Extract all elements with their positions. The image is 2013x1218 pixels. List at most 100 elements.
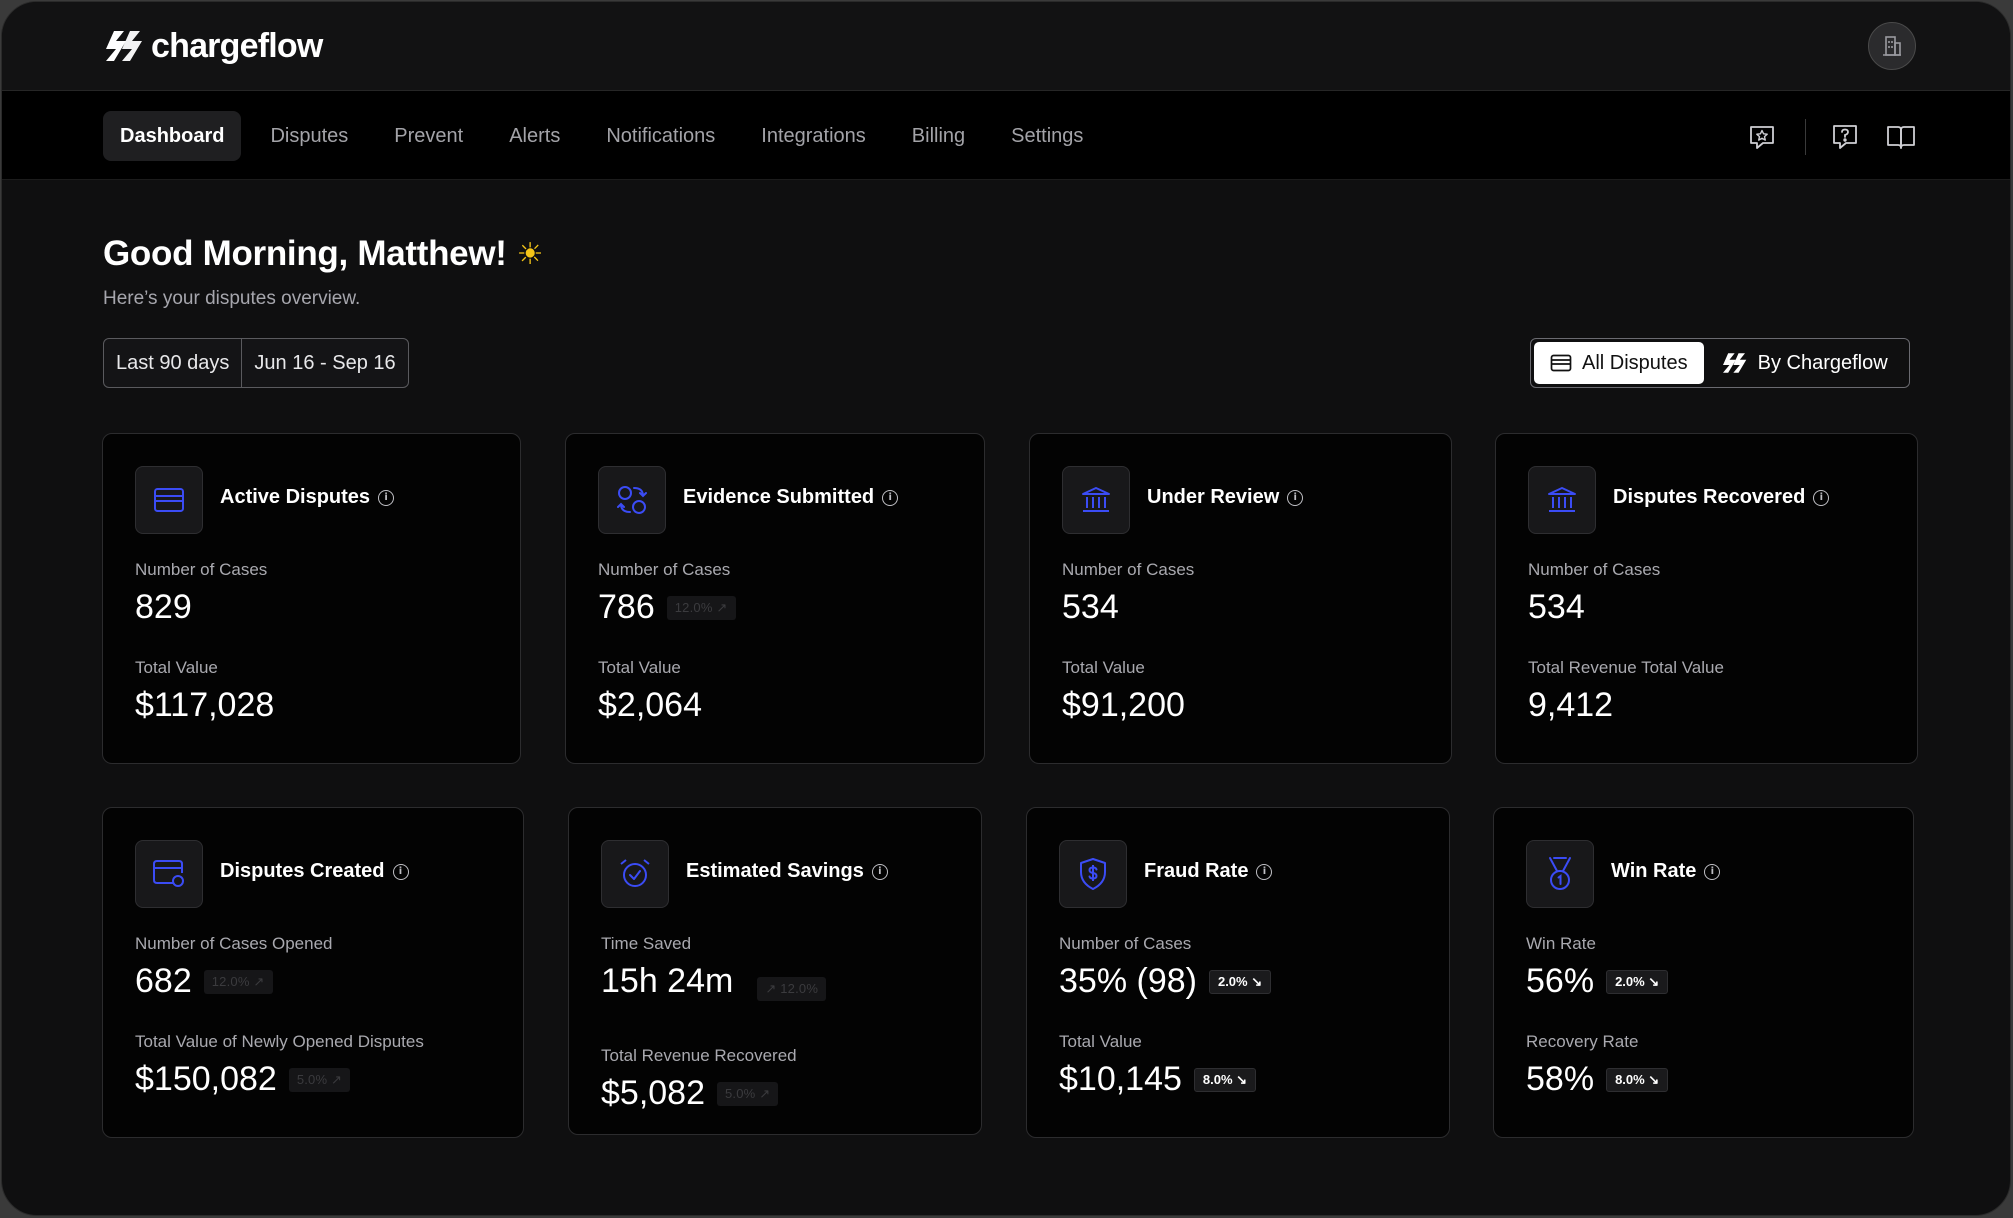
card-title: Evidence Submitted i: [683, 486, 899, 509]
page-title: Good Morning, Matthew! ☀: [103, 234, 544, 274]
bank-icon: [1062, 466, 1130, 534]
change-badge: 2.0% ↘: [1208, 969, 1272, 994]
nav-notifications[interactable]: Notifications: [606, 125, 716, 147]
change-badge: 5.0% ↗: [288, 1067, 351, 1092]
change-badge: 12.0% ↗: [203, 969, 273, 994]
building-icon: [1883, 36, 1901, 56]
date-preset[interactable]: Last 90 days: [116, 352, 230, 374]
top-bar: chargeflow: [2, 2, 2010, 91]
card-title: Estimated Savings i: [686, 860, 888, 883]
sun-icon: ☀: [516, 236, 544, 272]
card-under-review[interactable]: Under Review i Number of Cases 534 Total …: [1029, 433, 1452, 764]
metric-value: $117,028: [135, 686, 275, 724]
card-active-disputes[interactable]: Active Disputes i Number of Cases 829 Tot…: [102, 433, 521, 764]
nav-integrations[interactable]: Integrations: [761, 125, 866, 147]
change-badge: 8.0% ↘: [1193, 1067, 1257, 1092]
info-icon[interactable]: i: [392, 863, 409, 880]
metric-label: Number of Cases: [135, 560, 268, 579]
card-title: Disputes Created i: [220, 860, 409, 883]
page-subtitle: Here’s your disputes overview.: [103, 288, 361, 309]
card-estimated-savings[interactable]: Estimated Savings i Time Saved 15h 24m ↗ 1…: [568, 807, 982, 1135]
metric-value: 534: [1528, 588, 1585, 626]
date-range-value[interactable]: Jun 16 - Sep 16: [254, 352, 396, 374]
metric-value: $150,082 5.0% ↗: [135, 1060, 351, 1099]
card-win-rate[interactable]: Win Rate i Win Rate 56% 2.0% ↘ Recovery Ra…: [1493, 807, 1914, 1138]
nav-divider: [1805, 119, 1806, 155]
info-icon[interactable]: i: [378, 489, 395, 506]
card-evidence-submitted[interactable]: Evidence Submitted i Number of Cases 786 1…: [565, 433, 985, 764]
nav-utility-icons: [1745, 119, 1918, 155]
nav-disputes[interactable]: Disputes: [270, 125, 349, 147]
date-range-picker[interactable]: Last 90 days Jun 16 - Sep 16: [103, 338, 409, 388]
change-badge: ↗ 12.0%: [757, 976, 827, 1001]
card-title: Disputes Recovered i: [1613, 486, 1830, 509]
metric-label: Number of Cases: [1059, 934, 1192, 953]
dispute-scope-toggle: All Disputes By Chargeflow: [1530, 338, 1910, 388]
info-icon[interactable]: i: [882, 489, 899, 506]
alarm-clock-icon: [601, 840, 669, 908]
metric-label: Number of Cases: [1528, 560, 1661, 579]
brand-logo[interactable]: chargeflow: [103, 26, 323, 66]
shield-dollar-icon: [1059, 840, 1127, 908]
metric-label: Recovery Rate: [1526, 1032, 1639, 1051]
date-divider: [241, 339, 243, 387]
metric-value: 682 12.0% ↗: [135, 962, 273, 1001]
card-fraud-rate[interactable]: Fraud Rate i Number of Cases 35% (98) 2.0%…: [1026, 807, 1450, 1138]
metric-value: 534: [1062, 588, 1119, 626]
inbox-card-icon: [1550, 354, 1572, 372]
chargeflow-logo-icon: [1722, 353, 1746, 373]
all-disputes-button[interactable]: All Disputes: [1534, 342, 1704, 384]
metric-label: Win Rate: [1526, 934, 1596, 953]
metric-label: Number of Cases: [598, 560, 731, 579]
info-icon[interactable]: i: [871, 863, 888, 880]
card-disputes-created[interactable]: Disputes Created i Number of Cases Opened…: [102, 807, 524, 1138]
info-icon[interactable]: i: [1287, 489, 1304, 506]
metric-label: Total Revenue Total Value: [1528, 658, 1724, 677]
metric-label: Total Value: [1059, 1032, 1142, 1051]
bank-icon: [1528, 466, 1596, 534]
by-chargeflow-button[interactable]: By Chargeflow: [1704, 342, 1904, 384]
nav-settings[interactable]: Settings: [1011, 125, 1084, 147]
chargeflow-logo-icon: [106, 31, 142, 61]
metric-value: 56% 2.0% ↘: [1526, 962, 1669, 1001]
nav-dashboard[interactable]: Dashboard: [103, 111, 242, 161]
nav-alerts[interactable]: Alerts: [509, 125, 561, 147]
metric-label: Total Revenue Recovered: [601, 1046, 797, 1065]
metric-label: Number of Cases: [1062, 560, 1195, 579]
change-badge: 2.0% ↘: [1606, 969, 1669, 994]
info-icon[interactable]: i: [1704, 863, 1721, 880]
main-nav-bar: Dashboard Disputes Prevent Alerts Notifi…: [2, 91, 2010, 180]
nav-prevent[interactable]: Prevent: [394, 125, 464, 147]
card-title: Fraud Rate i: [1144, 860, 1273, 883]
metric-value: $2,064: [598, 686, 702, 724]
card-title: Win Rate i: [1611, 860, 1721, 883]
change-badge: 5.0% ↗: [717, 1081, 779, 1106]
metric-value: $91,200: [1062, 686, 1185, 724]
metric-value: 58% 8.0% ↘: [1526, 1060, 1669, 1099]
metric-value: 35% (98) 2.0% ↘: [1059, 962, 1272, 1001]
metric-label: Time Saved: [601, 934, 692, 953]
docs-book-icon[interactable]: [1884, 120, 1918, 154]
info-icon[interactable]: i: [1813, 489, 1830, 506]
help-question-icon[interactable]: [1828, 120, 1862, 154]
feedback-star-icon[interactable]: [1745, 120, 1779, 154]
metric-label: Total Value: [1062, 658, 1145, 677]
info-icon[interactable]: i: [1256, 863, 1273, 880]
card-disputes-recovered[interactable]: Disputes Recovered i Number of Cases 534 …: [1495, 433, 1918, 764]
nav-billing[interactable]: Billing: [911, 125, 966, 147]
metric-value: 9,412: [1528, 686, 1614, 724]
change-badge: 8.0% ↘: [1606, 1067, 1669, 1092]
card-plus-icon: [135, 840, 203, 908]
main-nav: Dashboard Disputes Prevent Alerts Notifi…: [103, 111, 1112, 161]
metric-label: Total Value: [598, 658, 681, 677]
metric-label: Total Value of Newly Opened Disputes: [135, 1032, 424, 1051]
metric-label: Number of Cases Opened: [135, 934, 333, 953]
metric-value: 829: [135, 588, 192, 626]
metric-label: Total Value: [135, 658, 218, 677]
metric-value: 15h 24m ↗ 12.0%: [601, 962, 827, 1001]
organization-button[interactable]: [1868, 22, 1916, 70]
evidence-exchange-icon: [598, 466, 666, 534]
all-disputes-label: All Disputes: [1582, 351, 1688, 374]
metric-value: $10,145 8.0% ↘: [1059, 1060, 1257, 1099]
